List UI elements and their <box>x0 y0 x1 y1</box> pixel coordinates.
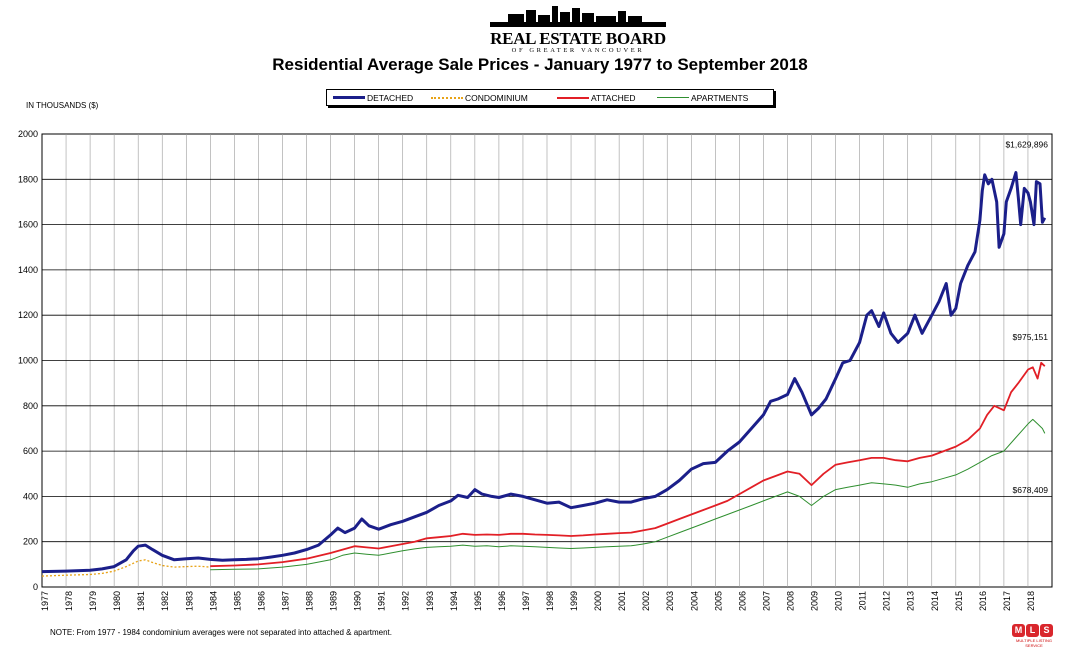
x-tick-label: 2010 <box>834 591 844 611</box>
x-tick-label: 1980 <box>112 591 122 611</box>
legend-label: ATTACHED <box>591 92 636 103</box>
x-tick-label: 2012 <box>882 591 892 611</box>
x-tick-label: 2008 <box>785 591 795 611</box>
y-tick-label: 800 <box>23 401 38 411</box>
y-tick-label: 1400 <box>18 265 38 275</box>
x-tick-label: 2001 <box>617 591 627 611</box>
series-line-condominium <box>41 559 211 577</box>
y-tick-label: 600 <box>23 446 38 456</box>
y-axis-label: IN THOUSANDS ($) <box>26 101 99 110</box>
series-line-detached <box>41 171 1047 574</box>
x-tick-label: 2011 <box>858 591 868 610</box>
legend-item-condominium: CONDOMINIUM <box>431 90 528 105</box>
x-tick-label: 1979 <box>88 591 98 611</box>
x-tick-label: 1991 <box>377 591 387 611</box>
x-tick-label: 2014 <box>930 591 940 611</box>
x-tick-label: 1983 <box>184 591 194 611</box>
x-tick-label: 1985 <box>232 591 242 611</box>
legend-swatch <box>657 97 689 98</box>
x-tick-label: 1988 <box>305 591 315 611</box>
x-tick-label: 2000 <box>593 591 603 611</box>
x-tick-label: 2016 <box>978 591 988 611</box>
x-tick-label: 2015 <box>954 591 964 611</box>
x-tick-label: 1986 <box>256 591 266 611</box>
mls-letter-l: L <box>1026 624 1039 637</box>
x-tick-label: 2018 <box>1026 591 1036 611</box>
x-tick-label: 1982 <box>160 591 170 611</box>
legend-swatch <box>431 96 463 99</box>
x-tick-label: 2017 <box>1002 591 1012 611</box>
x-tick-label: 1987 <box>280 591 290 611</box>
x-tick-label: 1977 <box>40 591 50 611</box>
x-tick-label: 1992 <box>401 591 411 611</box>
x-tick-label: 2009 <box>810 591 820 611</box>
chart-title: Residential Average Sale Prices - Januar… <box>272 55 808 74</box>
x-tick-label: 2003 <box>665 591 675 611</box>
end-value-label: $678,409 <box>1013 485 1049 495</box>
legend-swatch <box>333 96 365 99</box>
y-tick-label: 200 <box>23 537 38 547</box>
series-line-apartments <box>210 418 1046 571</box>
x-tick-label: 2006 <box>737 591 747 611</box>
x-tick-label: 1981 <box>136 591 146 611</box>
footnote: NOTE: From 1977 - 1984 condominium avera… <box>50 628 392 637</box>
mls-letter-m: M <box>1012 624 1025 637</box>
logo-subtitle: OF GREATER VANCOUVER <box>511 47 645 54</box>
x-tick-label: 1984 <box>208 591 218 611</box>
series-line-attached <box>210 361 1046 568</box>
x-tick-label: 1978 <box>64 591 74 611</box>
y-tick-label: 2000 <box>18 129 38 139</box>
x-tick-label: 1989 <box>329 591 339 611</box>
end-value-label: $975,151 <box>1013 332 1049 342</box>
x-tick-label: 1996 <box>497 591 507 611</box>
y-tick-label: 1000 <box>18 356 38 366</box>
x-tick-label: 2013 <box>906 591 916 611</box>
x-tick-label: 2007 <box>761 591 771 611</box>
mls-letter-s: S <box>1040 624 1053 637</box>
y-tick-label: 1200 <box>18 310 38 320</box>
city-skyline-icon <box>490 6 666 27</box>
x-tick-label: 2004 <box>689 591 699 611</box>
x-tick-label: 2005 <box>713 591 723 611</box>
legend-item-attached: ATTACHED <box>557 90 636 105</box>
end-value-label: $1,629,896 <box>1005 140 1048 150</box>
legend-item-detached: DETACHED <box>333 90 413 105</box>
legend-label: CONDOMINIUM <box>465 92 528 103</box>
x-tick-label: 1997 <box>521 591 531 611</box>
chart-legend: DETACHED CONDOMINIUM ATTACHED APARTMENTS <box>326 89 774 106</box>
x-tick-label: 1994 <box>449 591 459 611</box>
y-tick-label: 0 <box>33 582 38 592</box>
y-tick-label: 1600 <box>18 220 38 230</box>
legend-label: DETACHED <box>367 92 414 103</box>
x-tick-label: 1990 <box>353 591 363 611</box>
y-tick-label: 400 <box>23 491 38 501</box>
y-tick-label: 1800 <box>18 174 38 184</box>
logo-wordmark: REAL ESTATE BOARD <box>490 29 666 48</box>
x-tick-label: 1998 <box>545 591 555 611</box>
x-tick-label: 1999 <box>569 591 579 611</box>
legend-swatch <box>557 96 589 99</box>
x-tick-label: 1995 <box>473 591 483 611</box>
legend-label: APARTMENTS <box>691 92 749 103</box>
mls-caption: MULTIPLE LISTING SERVICE <box>1016 638 1052 648</box>
real-estate-board-logo: REAL ESTATE BOARD OF GREATER VANCOUVER <box>486 4 670 56</box>
x-tick-label: 2002 <box>641 591 651 611</box>
x-tick-label: 1993 <box>425 591 435 611</box>
legend-item-apartments: APARTMENTS <box>657 90 748 105</box>
